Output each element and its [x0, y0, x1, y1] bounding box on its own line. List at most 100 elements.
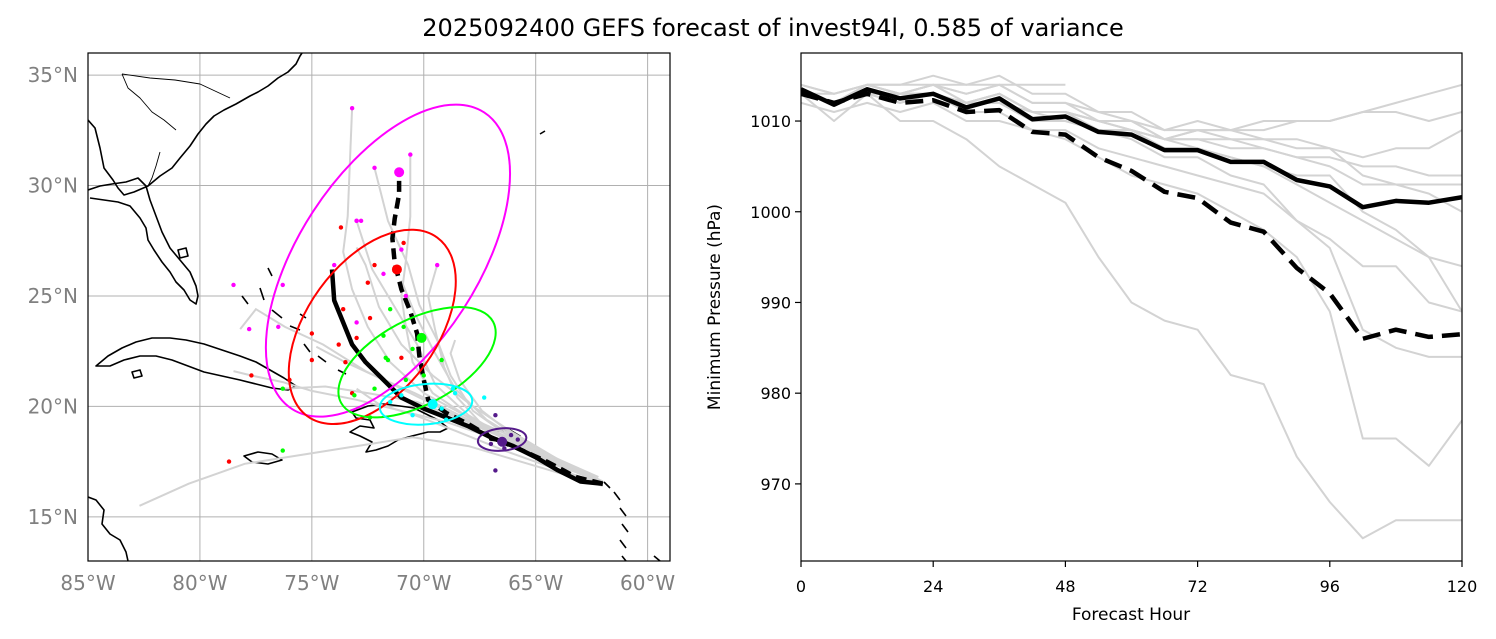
y-tick-label: 990	[760, 293, 791, 312]
lon-tick-label: 60°W	[620, 571, 675, 595]
member-position	[349, 106, 355, 111]
member-position	[435, 262, 440, 268]
map-frame	[87, 52, 671, 562]
member-position	[515, 437, 520, 442]
member-position	[246, 326, 252, 332]
member-position	[450, 386, 456, 391]
x-tick-label: 24	[923, 577, 943, 596]
mean-position-marker	[391, 264, 402, 275]
member-position	[231, 282, 236, 288]
member-position	[309, 331, 315, 336]
x-tick-label: 96	[1320, 577, 1340, 596]
lon-tick-label: 70°W	[396, 571, 451, 595]
map-tick-labels: 85°W 80°W 75°W 70°W 65°W 60°W 15°N 20°N 25°N 30°N…	[28, 63, 676, 595]
member-position	[439, 357, 444, 363]
member-position	[381, 271, 386, 277]
member-position	[493, 413, 498, 418]
member-position	[383, 355, 388, 360]
member-position	[493, 468, 498, 473]
y-tick-label: 1000	[750, 203, 791, 222]
lon-tick-label: 65°W	[508, 571, 563, 595]
member-position	[354, 335, 359, 341]
member-track	[427, 264, 604, 485]
track-map: 85°W 80°W 75°W 70°W 65°W 60°W 15°N 20°N 25°N 30°N…	[28, 52, 676, 595]
member-position	[403, 293, 409, 299]
lon-tick-label: 75°W	[284, 571, 339, 595]
member-position	[421, 373, 426, 378]
x-tick-label: 120	[1447, 577, 1478, 596]
pressure-series	[801, 74, 1462, 540]
member-track	[449, 339, 604, 485]
uncertainty-ellipse	[476, 427, 528, 452]
y-tick-label: 970	[760, 475, 791, 494]
member-pressure-line	[801, 83, 1066, 104]
member-pressure-line	[801, 101, 1462, 467]
mean-position-marker	[427, 399, 438, 410]
member-position	[340, 307, 346, 312]
member-position	[508, 432, 514, 438]
member-position	[280, 386, 285, 391]
uncertainty-ellipse	[378, 382, 474, 426]
member-position	[336, 342, 341, 347]
forecast-tracks	[139, 103, 604, 507]
x-tick-label: 48	[1055, 577, 1075, 596]
member-position	[399, 393, 404, 398]
member-position	[365, 280, 371, 285]
member-position	[280, 448, 285, 453]
lon-tick-label: 85°W	[60, 571, 115, 595]
member-position	[452, 390, 458, 396]
lon-tick-label: 80°W	[172, 571, 227, 595]
lat-tick-label: 35°N	[28, 63, 78, 87]
member-position	[372, 262, 377, 268]
member-position	[354, 320, 359, 325]
member-pressure-line	[801, 92, 1462, 540]
member-position	[352, 393, 357, 398]
pressure-frame	[800, 52, 1463, 562]
member-position	[338, 225, 344, 230]
lat-tick-label: 30°N	[28, 174, 78, 198]
member-position	[488, 441, 494, 447]
member-position	[482, 395, 487, 400]
member-position	[276, 324, 281, 330]
member-position	[387, 399, 393, 405]
member-position	[410, 413, 415, 418]
x-tick-label: 72	[1187, 577, 1207, 596]
member-position	[287, 377, 292, 383]
member-position	[372, 165, 377, 171]
lake-okeechobee	[177, 247, 189, 259]
lesser-antilles	[603, 481, 661, 561]
member-position	[226, 459, 232, 464]
member-position	[343, 360, 348, 365]
member-position	[439, 406, 444, 411]
member-track	[139, 436, 604, 507]
member-position	[354, 218, 359, 224]
member-position	[399, 355, 404, 360]
mean-pressure-line	[801, 91, 1462, 342]
uncertainty-ellipse	[264, 103, 512, 418]
lat-tick-label: 25°N	[28, 284, 78, 308]
uncertainty-ellipse	[337, 306, 497, 419]
lat-tick-label: 20°N	[28, 394, 78, 418]
member-position	[249, 373, 254, 378]
member-position	[443, 417, 449, 422]
mean-position-marker	[416, 332, 427, 343]
member-pressure-line	[801, 92, 1462, 177]
member-position	[372, 386, 377, 391]
main-pressure-line	[801, 87, 1462, 210]
member-position	[410, 346, 415, 352]
us-state-borders	[121, 73, 231, 187]
x-tick-label: 0	[796, 577, 806, 596]
member-position	[403, 377, 409, 383]
central-america	[88, 496, 129, 561]
bermuda	[539, 130, 546, 135]
member-position	[408, 152, 413, 157]
member-position	[332, 262, 337, 268]
mean-position-marker	[394, 167, 405, 178]
y-axis-label: Minimum Pressure (hPa)	[705, 204, 725, 410]
figure-title: 2025092400 GEFS forecast of invest94l, 0…	[422, 14, 1123, 42]
member-position	[381, 333, 386, 338]
member-position	[280, 282, 285, 288]
member-position	[367, 415, 373, 420]
isla-de-la-juventud	[131, 369, 143, 379]
